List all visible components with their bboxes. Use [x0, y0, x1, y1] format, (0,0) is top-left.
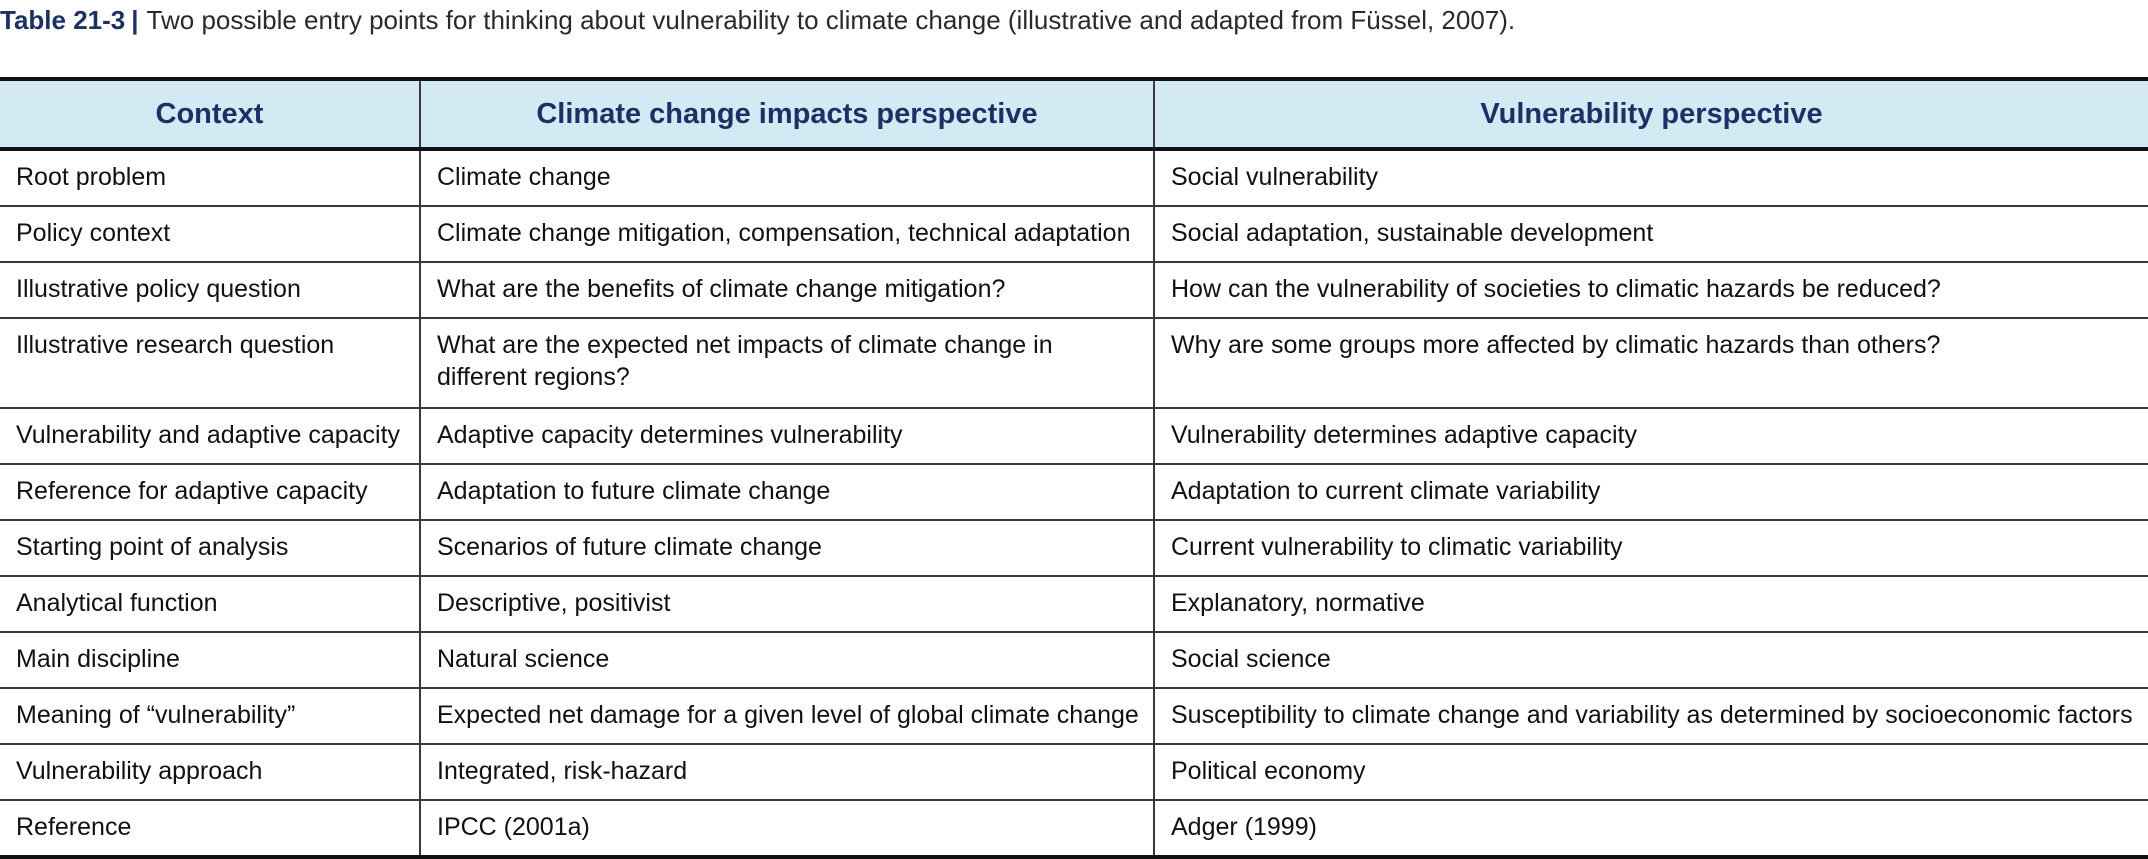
table-row: Starting point of analysis Scenarios of …	[0, 519, 2148, 576]
row-vulnerability-cell: Current vulnerability to climatic variab…	[1153, 519, 2148, 576]
table-row: Main discipline Natural science Social s…	[0, 631, 2148, 688]
table-row: Illustrative policy question What are th…	[0, 261, 2148, 318]
row-vulnerability-cell: Adaptation to current climate variabilit…	[1153, 463, 2148, 520]
table-row: Illustrative research question What are …	[0, 317, 2148, 408]
row-impacts-cell: Adaptive capacity determines vulnerabili…	[419, 407, 1155, 464]
row-context-cell: Reference for adaptive capacity	[0, 463, 421, 520]
table-number: Table 21-3	[0, 5, 126, 35]
row-impacts-cell: Climate change mitigation, compensation,…	[419, 205, 1155, 262]
row-context-cell: Vulnerability approach	[0, 743, 421, 800]
caption-separator: |	[131, 5, 139, 35]
row-vulnerability-cell: Social vulnerability	[1153, 149, 2148, 206]
row-context-cell: Illustrative policy question	[0, 261, 421, 318]
row-context-cell: Vulnerability and adaptive capacity	[0, 407, 421, 464]
row-context-cell: Illustrative research question	[0, 317, 421, 408]
row-context-cell: Starting point of analysis	[0, 519, 421, 576]
row-context-cell: Meaning of “vulnerability”	[0, 687, 421, 744]
row-impacts-cell: Integrated, risk-hazard	[419, 743, 1155, 800]
table-row: Vulnerability approach Integrated, risk-…	[0, 743, 2148, 800]
row-impacts-cell: Adaptation to future climate change	[419, 463, 1155, 520]
column-header-context: Context	[0, 77, 421, 151]
row-context-cell: Policy context	[0, 205, 421, 262]
table-row: Vulnerability and adaptive capacity Adap…	[0, 407, 2148, 464]
table-row: Meaning of “vulnerability” Expected net …	[0, 687, 2148, 744]
header-row: Context Climate change impacts perspecti…	[0, 77, 2148, 151]
row-impacts-cell: Expected net damage for a given level of…	[419, 687, 1155, 744]
row-impacts-cell: Descriptive, positivist	[419, 575, 1155, 632]
row-impacts-cell: Scenarios of future climate change	[419, 519, 1155, 576]
row-vulnerability-cell: Social adaptation, sustainable developme…	[1153, 205, 2148, 262]
column-header-vulnerability-perspective: Vulnerability perspective	[1153, 77, 2148, 151]
row-vulnerability-cell: Adger (1999)	[1153, 799, 2148, 859]
row-context-cell: Main discipline	[0, 631, 421, 688]
row-vulnerability-cell: Why are some groups more affected by cli…	[1153, 317, 2148, 408]
table-caption: Table 21-3 | Two possible entry points for…	[0, 0, 1515, 40]
row-impacts-cell: Natural science	[419, 631, 1155, 688]
table-row: Root problem Climate change Social vulne…	[0, 149, 2148, 206]
row-vulnerability-cell: Vulnerability determines adaptive capaci…	[1153, 407, 2148, 464]
row-impacts-cell: Climate change	[419, 149, 1155, 206]
table-row: Reference IPCC (2001a) Adger (1999)	[0, 799, 2148, 859]
row-context-cell: Root problem	[0, 149, 421, 206]
row-vulnerability-cell: Social science	[1153, 631, 2148, 688]
table-row: Reference for adaptive capacity Adaptati…	[0, 463, 2148, 520]
table-row: Analytical function Descriptive, positiv…	[0, 575, 2148, 632]
row-context-cell: Analytical function	[0, 575, 421, 632]
row-impacts-cell: IPCC (2001a)	[419, 799, 1155, 859]
caption-text: Two possible entry points for thinking a…	[146, 5, 1516, 35]
row-vulnerability-cell: Susceptibility to climate change and var…	[1153, 687, 2148, 744]
column-header-impacts-perspective: Climate change impacts perspective	[419, 77, 1155, 151]
comparison-table: Context Climate change impacts perspecti…	[0, 77, 2148, 859]
row-vulnerability-cell: How can the vulnerability of societies t…	[1153, 261, 2148, 318]
row-vulnerability-cell: Explanatory, normative	[1153, 575, 2148, 632]
table-row: Policy context Climate change mitigation…	[0, 205, 2148, 262]
row-impacts-cell: What are the benefits of climate change …	[419, 261, 1155, 318]
table-body: Root problem Climate change Social vulne…	[0, 149, 2148, 859]
row-context-cell: Reference	[0, 799, 421, 859]
table-header: Context Climate change impacts perspecti…	[0, 77, 2148, 151]
row-impacts-cell: What are the expected net impacts of cli…	[419, 317, 1155, 408]
row-vulnerability-cell: Political economy	[1153, 743, 2148, 800]
